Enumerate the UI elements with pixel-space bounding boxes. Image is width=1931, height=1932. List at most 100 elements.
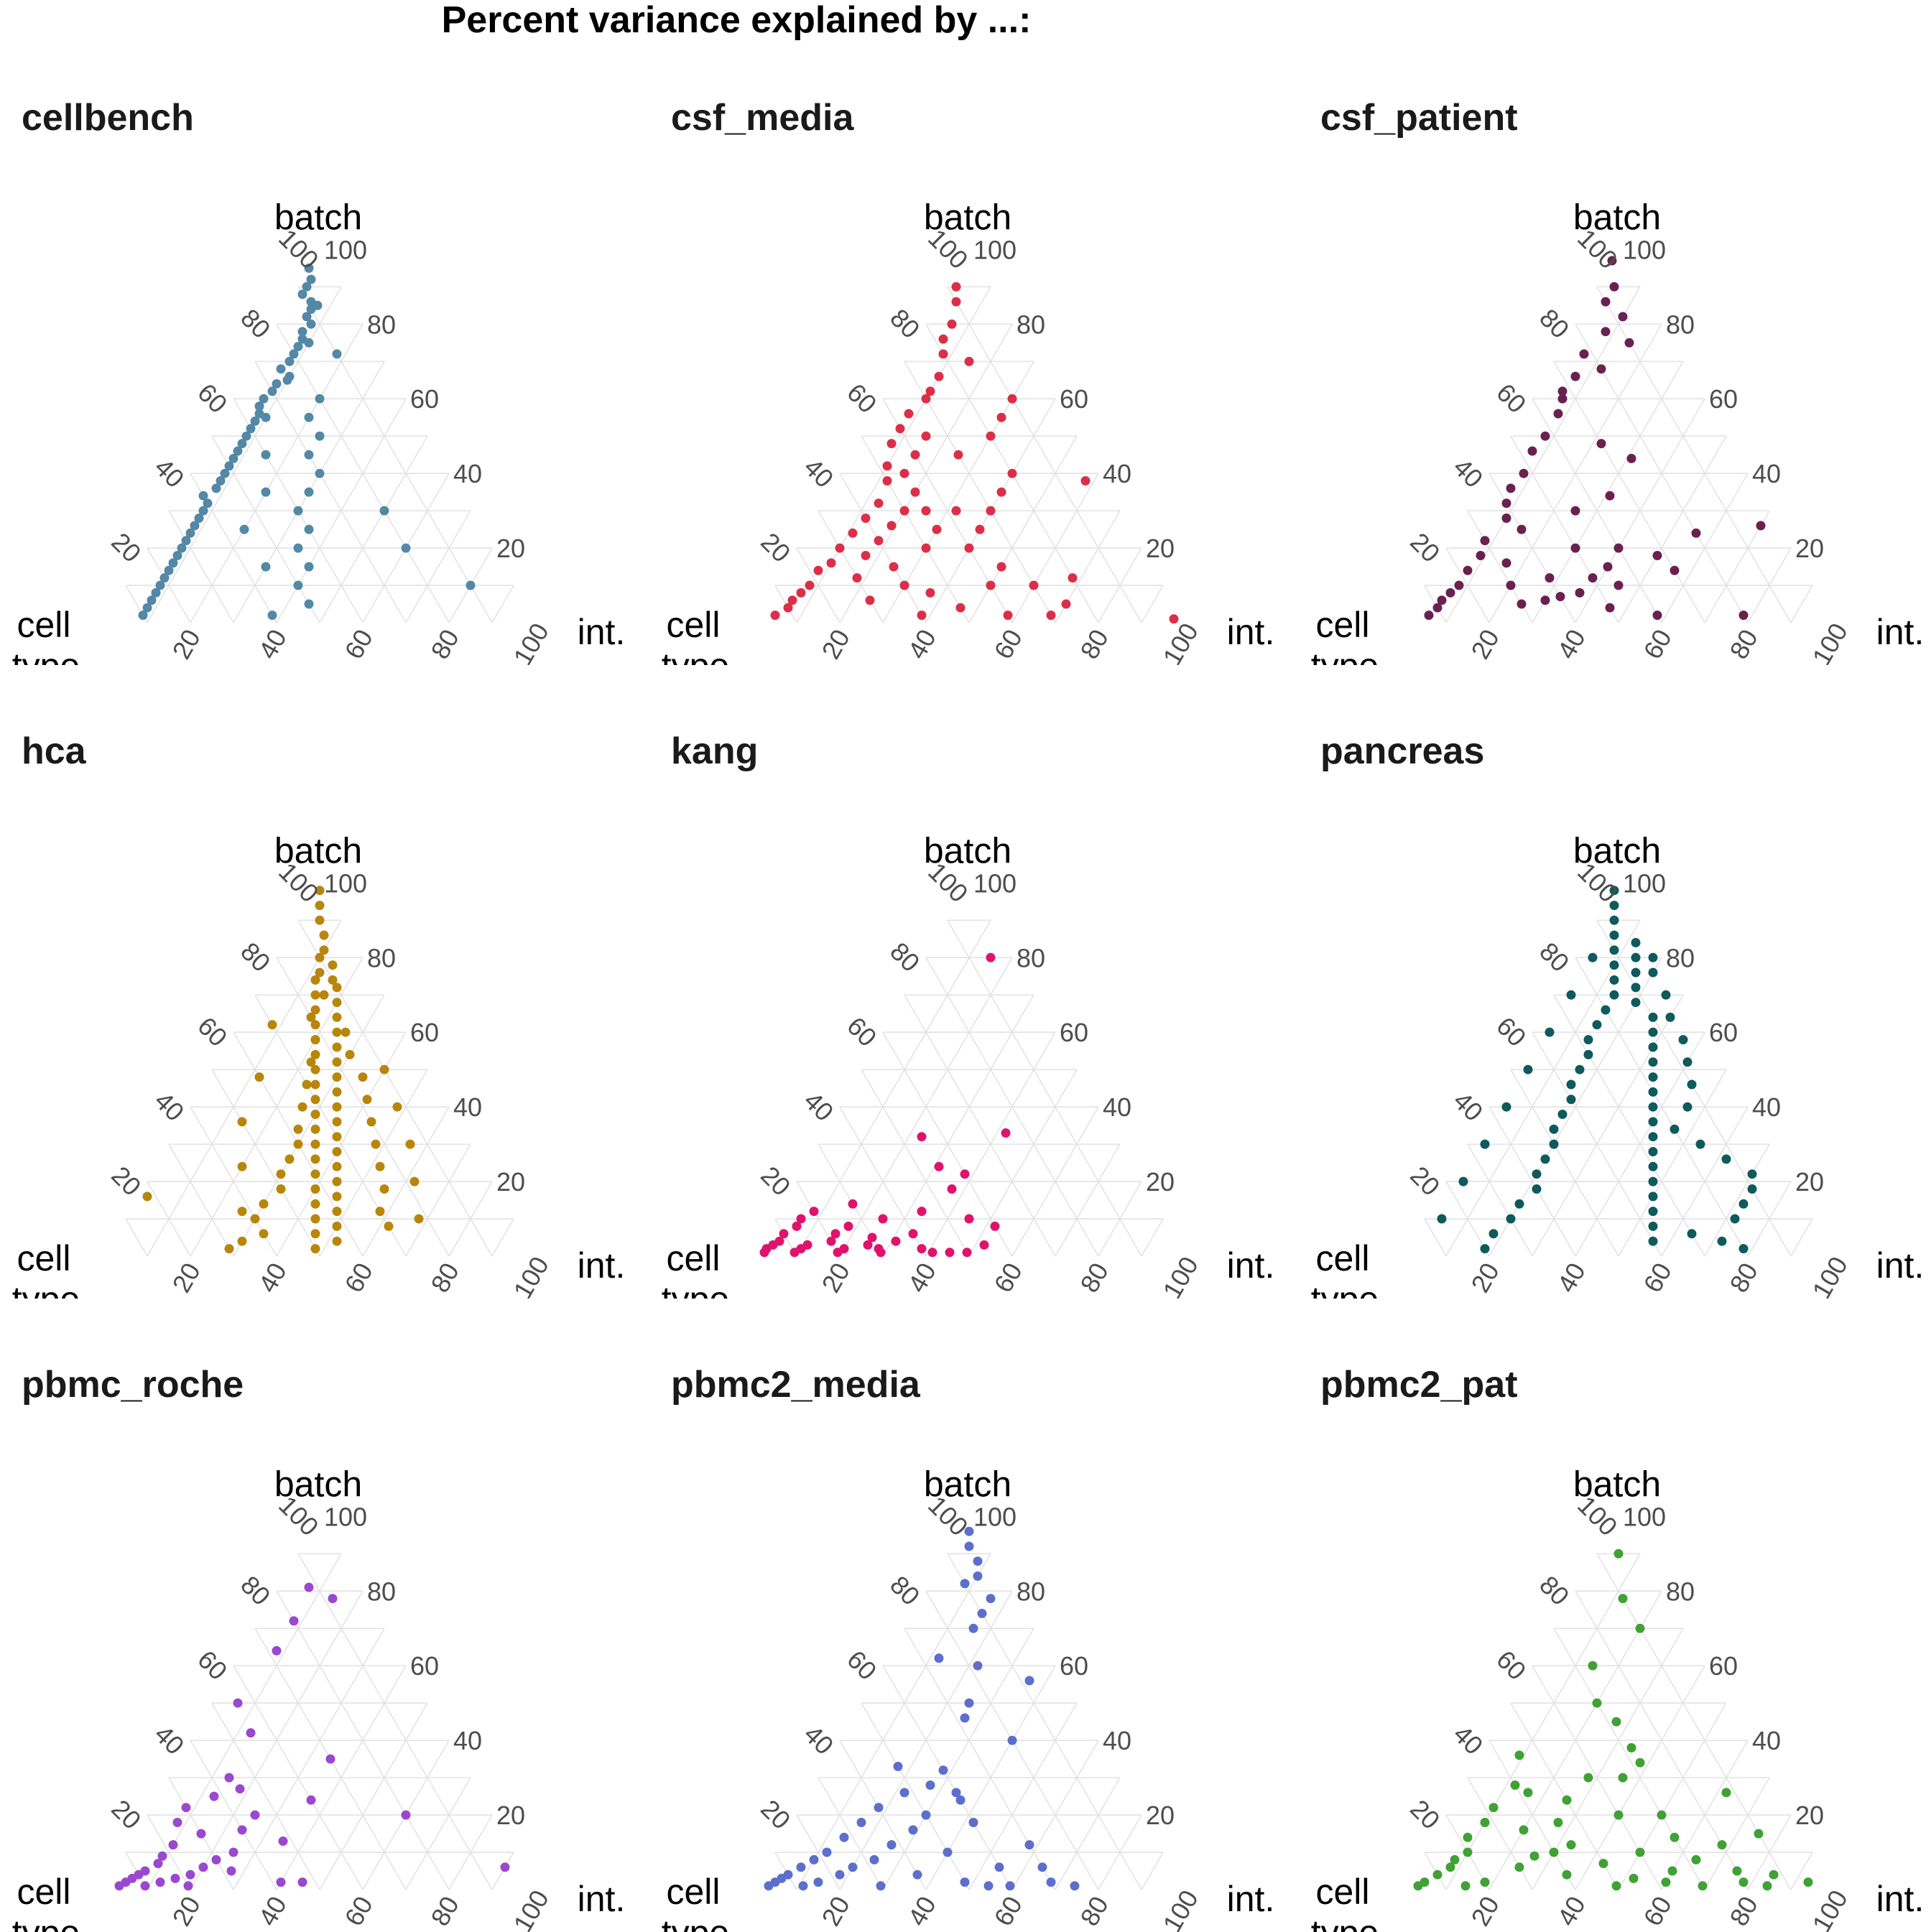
data-point (1605, 603, 1615, 613)
tick-label-celltype: 40 (798, 452, 839, 493)
data-point (968, 1818, 978, 1827)
data-point (893, 1762, 903, 1771)
gridline-celltype (1445, 1181, 1490, 1257)
ternary-panel: hca 20 20 20 40 40 40 60 60 60 80 80 80 100 100 100 batc… (0, 655, 644, 1299)
data-point (1024, 1676, 1034, 1686)
tick-label-batch: 80 (1017, 1576, 1045, 1606)
tick-label-int: 20 (1465, 1891, 1505, 1931)
axis-label-batch: batch (1573, 1464, 1661, 1504)
data-point (1437, 1214, 1447, 1224)
data-point (1501, 514, 1511, 523)
data-point (1514, 1199, 1524, 1209)
tick-label-int: 40 (902, 1891, 942, 1931)
data-point (886, 1840, 897, 1850)
data-point (310, 1199, 320, 1209)
data-point (1080, 476, 1090, 486)
data-point (964, 1526, 974, 1536)
data-point (254, 1072, 264, 1082)
axis-label-celltype: cell (666, 605, 720, 645)
axis-label-celltype: cell (1315, 1238, 1369, 1278)
axis-label-batch: batch (274, 197, 362, 237)
data-point (267, 1020, 277, 1030)
tick-label-batch: 20 (1795, 1801, 1824, 1830)
grid (774, 1553, 1164, 1890)
data-point (960, 1169, 970, 1179)
grid (1424, 919, 1813, 1257)
data-point (1575, 588, 1585, 598)
data-point (1570, 371, 1580, 381)
ternary-panel: pbmc2_media 20 20 20 40 40 40 60 60 60 80 80 80 100 10… (649, 1288, 1293, 1932)
data-point (1609, 945, 1619, 955)
data-point (375, 1207, 385, 1217)
axis-label-celltype: type (12, 1913, 80, 1932)
ternary-panel: pbmc2_pat 20 20 20 40 40 40 60 60 60 80 80 80 100 100 1… (1299, 1288, 1931, 1932)
gridline-int (1098, 1181, 1142, 1257)
data-point (886, 521, 897, 531)
data-point (401, 1810, 411, 1820)
data-point (869, 1854, 879, 1864)
gridline-int (1055, 1777, 1121, 1890)
data-point (1648, 1057, 1658, 1067)
data-point (917, 1132, 927, 1142)
data-point (921, 431, 931, 441)
data-point (1648, 1087, 1658, 1097)
data-point (157, 1851, 167, 1861)
data-point (1652, 551, 1662, 560)
axis-label-celltype: type (662, 1913, 730, 1932)
data-point (1476, 551, 1486, 560)
data-point (310, 1139, 320, 1149)
data-point (1553, 1818, 1563, 1827)
gridline-int (1618, 1702, 1727, 1890)
data-point (297, 289, 307, 299)
data-point (332, 1192, 342, 1202)
data-point (358, 1072, 368, 1082)
data-point (1667, 1866, 1677, 1876)
data-point (379, 1064, 389, 1074)
data-point (332, 349, 342, 359)
data-point (1007, 1735, 1017, 1745)
data-point (1717, 1840, 1727, 1850)
data-point (332, 1072, 342, 1082)
data-point (1463, 1832, 1473, 1842)
tick-label-celltype: 80 (1534, 937, 1575, 977)
data-point (302, 1079, 312, 1090)
points (1437, 886, 1757, 1254)
data-point (1592, 1020, 1602, 1030)
data-point (1424, 610, 1434, 621)
data-point (259, 1229, 269, 1239)
data-point (315, 952, 325, 962)
tick-label-batch: 100 (1623, 235, 1666, 264)
data-point (874, 498, 884, 508)
gridline-int (1098, 1814, 1142, 1890)
data-point (228, 453, 239, 463)
ternary-panel: kang 20 20 20 40 40 40 60 60 60 80 80 80 100 100 100 bat… (649, 655, 1293, 1299)
data-point (921, 394, 931, 404)
data-point (798, 1881, 808, 1891)
tick-label-batch: 20 (496, 534, 525, 563)
data-point (315, 967, 325, 977)
tick-label-batch: 40 (1752, 1726, 1781, 1755)
tick-label-celltype: 40 (1448, 452, 1488, 493)
data-point (250, 1810, 260, 1820)
tick-label-celltype: 40 (798, 1086, 839, 1127)
data-point (945, 1248, 955, 1258)
axis-label-batch: batch (274, 830, 362, 870)
data-point (1557, 1110, 1568, 1119)
data-point (293, 1139, 303, 1149)
grid (125, 286, 514, 623)
data-point (835, 543, 845, 553)
data-point (908, 1825, 918, 1835)
data-point (1769, 1870, 1779, 1880)
data-point (822, 1847, 832, 1857)
tick-label-celltype: 40 (1448, 1719, 1488, 1760)
data-point (1635, 1757, 1645, 1768)
tick-label-celltype: 20 (755, 1794, 796, 1835)
data-point (293, 1124, 303, 1134)
tick-label-batch: 20 (496, 1801, 525, 1830)
axis-label-batch: batch (1573, 197, 1661, 237)
data-point (315, 915, 325, 925)
